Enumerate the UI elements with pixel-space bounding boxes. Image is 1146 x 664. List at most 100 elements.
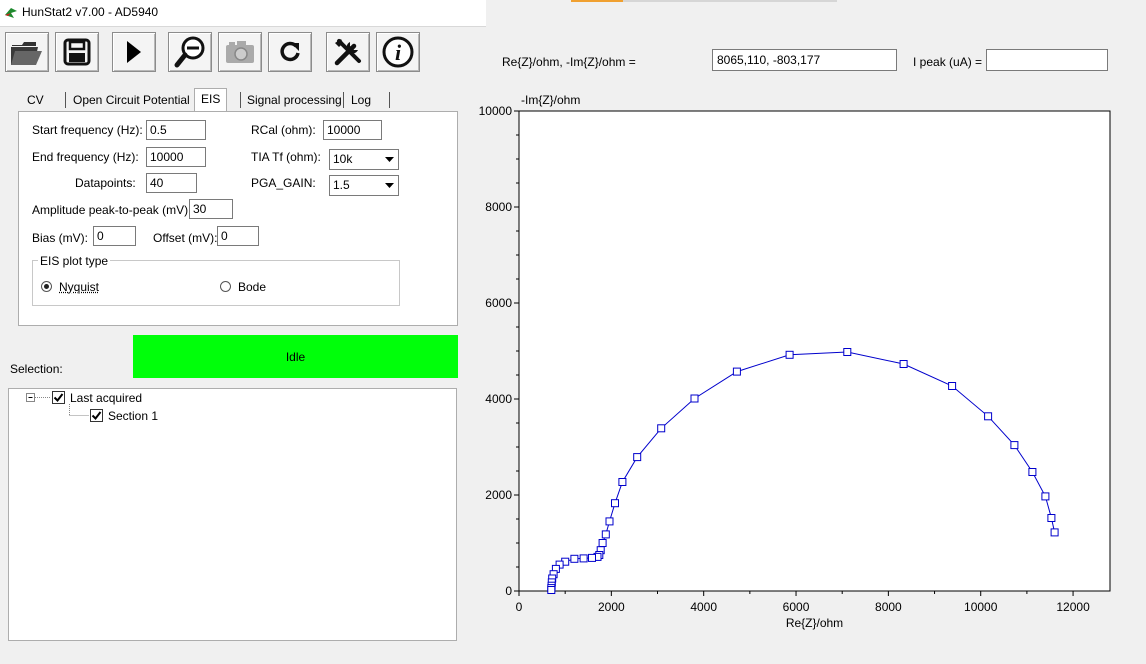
x-tick-label: 4000 [690,600,717,614]
offset-label: Offset (mV): [153,231,218,245]
data-point [605,517,614,526]
data-point [1010,441,1019,450]
data-point [843,348,852,356]
save-button[interactable] [55,32,99,72]
datapoints-input[interactable] [146,173,197,193]
top-strip-accent [571,0,623,2]
cursor-readout-field[interactable]: 8065,110, -803,177 [712,49,897,71]
window-title: HunStat2 v7.00 - AD5940 [22,5,159,19]
x-tick-label: 12000 [1056,600,1090,614]
data-point [588,553,596,562]
x-tick-label: 6000 [783,600,810,614]
data-point [1050,528,1059,537]
section-1-checkbox[interactable] [90,409,103,422]
save-icon [62,37,92,67]
bias-input[interactable] [93,226,136,246]
chevron-down-icon[interactable] [382,151,397,168]
bode-label[interactable]: Bode [238,280,267,294]
tab-separator [343,92,344,108]
tab-eis[interactable]: EIS [194,88,228,112]
tools-icon [332,36,364,68]
y-tick-label: 8000 [485,200,512,214]
tab-separator [389,92,390,108]
x-tick-label: 0 [516,600,523,614]
tab-separator [65,92,66,108]
info-icon: i [381,35,415,69]
chevron-down-icon[interactable] [382,177,397,194]
play-icon [124,39,144,65]
snapshot-button[interactable] [218,32,262,72]
end-frequency-input[interactable] [146,147,206,167]
offset-input[interactable] [217,226,259,246]
tab-open-circuit-potential[interactable]: Open Circuit Potential [73,93,190,107]
tree-item-section-1[interactable]: Section 1 [108,409,159,423]
y-axis-label: -Im{Z}/ohm [521,93,580,107]
zoom-out-icon [173,35,207,69]
checkmark-icon [91,411,102,421]
folder-open-icon [10,37,44,67]
data-point [601,530,610,539]
data-point [984,412,993,421]
zoom-out-button[interactable] [168,32,212,72]
start-frequency-input[interactable] [146,120,206,140]
tia-tf-select[interactable]: 10k [329,149,399,170]
about-button[interactable]: i [376,32,420,72]
run-button[interactable] [112,32,156,72]
eis-tab-panel [18,111,458,326]
y-tick-label: 4000 [485,392,512,406]
status-indicator: Idle [133,335,458,378]
data-point [633,453,642,462]
rcal-label: RCal (ohm): [251,123,316,137]
nyquist-plot[interactable]: 0 2000 4000 6000 8000 10000 12000 0 2000 4000 6000… [470,86,1130,646]
nyquist-label[interactable]: Nyquist [59,280,100,294]
tia-tf-label: TIA Tf (ohm): [251,150,321,164]
end-frequency-label: End frequency (Hz): [32,150,139,164]
data-point [899,360,908,368]
data-point [785,350,794,359]
settings-button[interactable] [326,32,370,72]
data-point [618,478,627,486]
ipeak-label: I peak (uA) = [913,55,983,69]
refresh-icon [277,39,303,65]
data-point [611,499,619,508]
data-point [690,394,699,403]
y-tick-label: 10000 [479,104,513,118]
acquisition-tree[interactable]: Last acquired Section 1 [8,388,457,641]
data-point [570,554,579,563]
checkmark-icon [53,393,64,403]
expand-collapse-icon[interactable] [26,393,35,402]
amplitude-input[interactable] [189,199,233,219]
data-point [948,382,957,390]
tree-item-last-acquired[interactable]: Last acquired [70,391,143,405]
y-tick-label: 2000 [485,488,512,502]
bode-radio[interactable] [220,281,231,292]
cursor-readout-value: 8065,110, -803,177 [717,53,821,67]
svg-text:i: i [395,40,402,65]
nyquist-radio[interactable] [41,281,52,292]
open-button[interactable] [5,32,49,72]
y-tick-label: 6000 [485,296,512,310]
plot-area [518,110,1111,592]
tab-log[interactable]: Log [351,93,372,107]
data-point [1028,468,1037,476]
status-text: Idle [285,349,306,364]
bias-label: Bias (mV): [32,231,89,245]
camera-icon [224,39,256,65]
cursor-readout-label: Re{Z}/ohm, -Im{Z}/ohm = [502,55,636,69]
top-strip [623,0,837,2]
ipeak-field[interactable] [986,49,1108,71]
eis-plot-type-group [32,260,400,306]
data-point [547,586,556,594]
rcal-input[interactable] [323,120,382,140]
selection-label: Selection: [10,362,63,376]
last-acquired-checkbox[interactable] [52,391,65,404]
pga-gain-select[interactable]: 1.5 [329,175,399,196]
amplitude-label: Amplitude peak-to-peak (mV): [32,203,192,217]
tia-tf-value: 10k [333,152,353,166]
refresh-button[interactable] [268,32,312,72]
tab-cv[interactable]: CV [27,93,44,107]
data-point [657,424,666,433]
start-frequency-label: Start frequency (Hz): [32,123,143,137]
tab-signal-processing[interactable]: Signal processing [247,93,342,107]
tree-lines [26,393,89,416]
